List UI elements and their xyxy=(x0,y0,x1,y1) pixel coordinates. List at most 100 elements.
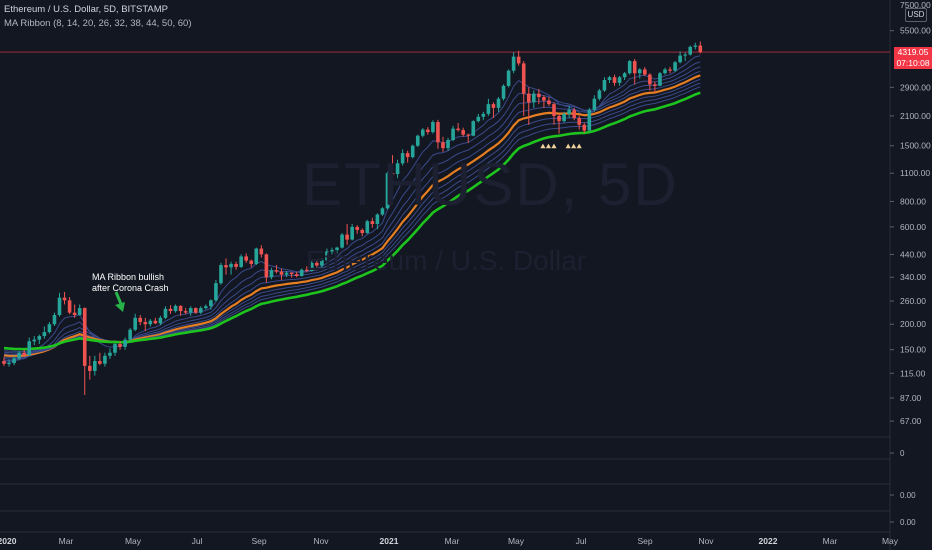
candle-body xyxy=(183,311,188,313)
candle-body xyxy=(587,109,592,131)
candle-body xyxy=(446,140,450,149)
candle-body xyxy=(532,93,536,103)
candle-body xyxy=(405,153,410,158)
candle-body xyxy=(264,254,269,278)
candle-body xyxy=(2,361,6,364)
candle-body xyxy=(62,297,67,301)
candle-body xyxy=(486,104,491,114)
indicator-legend[interactable]: MA Ribbon (8, 14, 20, 26, 32, 38, 44, 50… xyxy=(4,18,192,29)
candle-body xyxy=(148,320,153,325)
symbol-legend[interactable]: Ethereum / U.S. Dollar, 5D, BITSTAMP xyxy=(4,4,169,15)
currency-button[interactable]: USD xyxy=(905,8,927,22)
candle-body xyxy=(103,355,107,364)
candle-body xyxy=(461,130,465,135)
candle-body xyxy=(274,270,279,272)
candle-body xyxy=(431,122,435,133)
candle-body xyxy=(98,361,102,364)
x-tick-label: 2021 xyxy=(380,536,399,546)
signal-marker xyxy=(540,143,546,149)
candle-body xyxy=(254,248,259,264)
candle-body xyxy=(567,109,571,114)
candle-body xyxy=(158,317,163,324)
candle-body xyxy=(360,229,365,234)
candle-body xyxy=(355,226,360,230)
candle-body xyxy=(52,314,57,325)
candle-body xyxy=(395,163,400,175)
candle-body xyxy=(612,77,617,83)
candle-body xyxy=(350,226,354,240)
y-tick-label: 7500.00 xyxy=(900,0,931,10)
y-axis: 0 0.00 0.00 7500.00 5500.00 2900.00 2100.00 150… xyxy=(890,0,931,527)
watermark-ticker: ETHUSD, 5D xyxy=(302,151,679,218)
y-tick-label: 1500.00 xyxy=(900,141,931,151)
candle-body xyxy=(118,344,122,347)
candle-body xyxy=(57,297,62,315)
y-tick-label: 150.00 xyxy=(900,345,926,355)
candle-body xyxy=(128,329,132,340)
candle-body xyxy=(592,98,597,110)
candle-body xyxy=(506,70,511,86)
candle-body xyxy=(193,308,198,313)
candle-body xyxy=(178,305,183,312)
candle-body xyxy=(511,56,516,71)
candle-body xyxy=(572,109,576,119)
x-tick-label: Sep xyxy=(637,536,652,546)
y-tick-label: 340.00 xyxy=(900,272,926,282)
candle-body xyxy=(602,80,607,91)
candle-body xyxy=(330,250,334,252)
pane-axis-label: 0 xyxy=(900,449,905,458)
ma-line-60 xyxy=(3,91,701,351)
candle-body xyxy=(481,113,486,117)
candle-body xyxy=(526,93,531,103)
signal-marker xyxy=(551,143,557,149)
candle-body xyxy=(224,265,228,268)
x-tick-label: May xyxy=(882,536,899,546)
candle-body xyxy=(501,85,506,99)
candle-body xyxy=(138,317,143,323)
candle-body xyxy=(47,324,52,333)
candle-body xyxy=(693,45,698,47)
x-tick-label: Nov xyxy=(313,536,329,546)
y-tick-label: 5500.00 xyxy=(900,26,931,36)
y-tick-label: 2900.00 xyxy=(900,82,931,92)
candle-body xyxy=(340,234,344,248)
x-tick-label: Mar xyxy=(59,536,74,546)
candle-body xyxy=(426,129,430,133)
last-price-value: 4319.05 xyxy=(897,47,929,57)
candle-body xyxy=(32,339,37,342)
candle-body xyxy=(239,256,243,267)
last-price-badge: 4319.05 07:10:08 xyxy=(894,47,932,69)
candle-body xyxy=(17,352,21,359)
annotation-note[interactable]: MA Ribbon bullish after Corona Crash xyxy=(92,272,169,294)
y-tick-label: 1100.00 xyxy=(900,168,930,178)
x-tick-label: May xyxy=(508,536,525,546)
candle-body xyxy=(269,270,274,278)
candle-body xyxy=(22,352,26,356)
candle-body xyxy=(133,317,137,330)
candle-body xyxy=(289,272,294,275)
candle-body xyxy=(370,221,375,225)
lower-panes xyxy=(0,0,891,550)
candle-body xyxy=(688,46,693,55)
candle-body xyxy=(375,214,380,225)
y-tick-label: 115.00 xyxy=(900,368,926,378)
candle-body xyxy=(345,234,349,240)
candle-body xyxy=(436,122,440,143)
candle-body xyxy=(72,312,77,315)
countdown-timer: 07:10:08 xyxy=(896,58,930,68)
y-tick-label: 440.00 xyxy=(900,249,926,259)
annotation-arrow-shaft xyxy=(114,291,123,305)
candle-body xyxy=(87,365,92,371)
y-tick-label: 2100.00 xyxy=(900,111,931,121)
ma-line-50 xyxy=(3,86,701,353)
candle-body xyxy=(653,84,657,86)
candle-body xyxy=(67,300,72,313)
candle-body xyxy=(516,56,521,64)
candle-body xyxy=(547,100,551,105)
candle-body xyxy=(163,308,168,318)
candle-body xyxy=(123,339,127,347)
candle-body xyxy=(12,358,16,364)
watermark-name: Ethereum / U.S. Dollar xyxy=(306,245,587,276)
